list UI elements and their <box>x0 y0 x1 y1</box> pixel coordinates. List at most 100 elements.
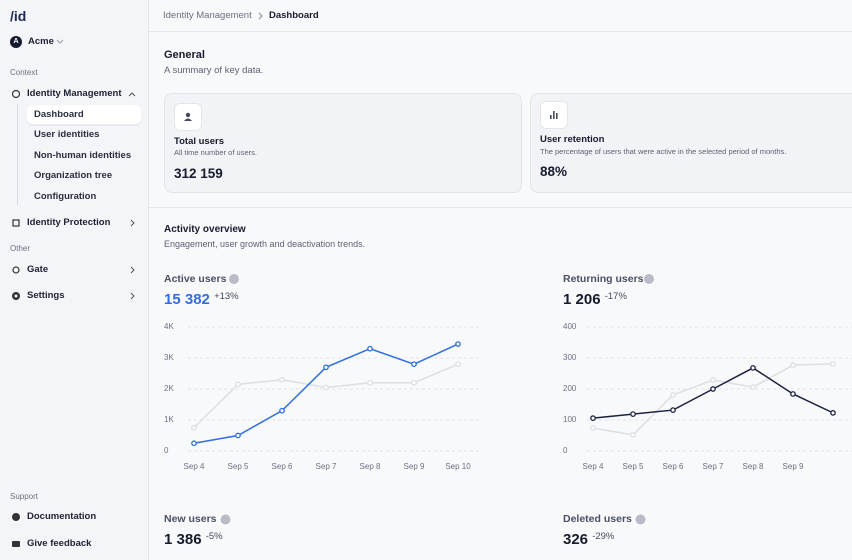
active-item-bg <box>27 105 141 124</box>
y-tick-label: 300 <box>563 353 577 362</box>
icon <box>12 266 20 274</box>
data-point <box>411 379 417 386</box>
data-point <box>323 364 329 371</box>
data-point <box>750 384 756 390</box>
breadcrumb-separator <box>258 12 263 20</box>
data-point <box>235 432 241 439</box>
breadcrumb[interactable]: Identity Management <box>163 10 252 21</box>
section-subtitle: A summary of key data. <box>164 65 264 76</box>
help-icon[interactable] <box>229 274 239 284</box>
data-point <box>367 345 373 352</box>
data-point <box>790 362 796 368</box>
series-line <box>193 363 459 429</box>
data-point <box>670 392 676 398</box>
card-description: All time number of users. <box>174 148 257 157</box>
x-tick-label: Sep 4 <box>184 462 205 471</box>
data-point <box>790 391 796 397</box>
x-tick-label: Sep 7 <box>703 462 724 471</box>
help-icon[interactable] <box>220 514 231 525</box>
headline: 1 206 -17% <box>563 292 627 307</box>
x-tick-label: Sep 7 <box>316 462 337 471</box>
data-point <box>630 432 636 438</box>
nav-item[interactable]: Documentation <box>27 511 97 522</box>
y-tick-label: 100 <box>563 415 577 424</box>
nav-subitem[interactable]: Dashboard <box>34 109 84 120</box>
chevron <box>128 92 136 97</box>
icon <box>12 541 20 547</box>
help-icon[interactable] <box>635 514 646 525</box>
chart-title: Active users <box>164 273 227 285</box>
icon <box>184 112 192 121</box>
headline-value: 1 206 <box>563 291 601 308</box>
metric-title: New users <box>164 513 217 525</box>
card-title: User retention <box>540 134 605 145</box>
x-tick-label: Sep 8 <box>743 462 764 471</box>
nav-subitem[interactable]: Organization tree <box>34 170 113 181</box>
card-title: Total users <box>174 136 224 147</box>
x-tick-label: Sep 8 <box>360 462 381 471</box>
metric-value: 1 386 -5% <box>164 532 223 547</box>
icon-box <box>540 101 568 129</box>
section-label: Context <box>10 68 38 77</box>
x-tick-label: Sep 4 <box>583 462 604 471</box>
chevron <box>130 266 135 274</box>
icon <box>12 513 20 521</box>
data-point <box>670 407 676 413</box>
nav-item[interactable]: Settings <box>27 290 65 301</box>
y-tick-label: 2K <box>164 384 174 393</box>
y-tick-label: 1K <box>164 415 174 424</box>
stat-card <box>530 93 852 193</box>
y-tick-label: 3K <box>164 353 174 362</box>
logo[interactable]: /id <box>10 8 27 24</box>
icon <box>550 111 558 119</box>
y-tick-label: 0 <box>164 446 169 455</box>
chevron <box>130 219 135 227</box>
x-tick-label: Sep 10 <box>445 462 471 471</box>
data-point <box>279 407 285 414</box>
y-tick-label: 400 <box>563 322 577 331</box>
data-point <box>191 440 197 447</box>
nav-subitem[interactable]: User identities <box>34 129 100 140</box>
data-point <box>710 386 716 392</box>
metric-value: 326 -29% <box>563 532 614 547</box>
data-point <box>750 365 756 371</box>
help-icon[interactable] <box>644 274 654 284</box>
y-tick-label: 4K <box>164 322 174 331</box>
nav-item[interactable]: Gate <box>27 264 49 275</box>
nav-subitem[interactable]: Configuration <box>34 191 97 202</box>
metric-change: -5% <box>205 531 223 542</box>
headline-change: +13% <box>214 291 239 302</box>
data-point <box>411 361 417 368</box>
metric-title: Deleted users <box>563 513 632 525</box>
chevron <box>130 292 135 300</box>
data-point <box>191 424 197 431</box>
metric-value-text: 1 386 <box>164 531 202 548</box>
metric-change: -29% <box>592 531 615 542</box>
nav-item[interactable]: Identity Protection <box>27 217 111 228</box>
org-avatar: A <box>10 36 22 48</box>
data-point <box>235 381 241 388</box>
data-point <box>590 425 596 431</box>
sidebar: /id A Acme Context Identity Management D… <box>0 0 149 560</box>
y-tick-label: 0 <box>563 446 568 455</box>
org-name[interactable]: Acme <box>28 36 54 47</box>
data-point <box>590 415 596 421</box>
chevron <box>56 39 64 44</box>
x-tick-label: Sep 6 <box>663 462 684 471</box>
data-point <box>630 411 636 417</box>
series-line <box>592 367 834 419</box>
section-subtitle: Engagement, user growth and deactivation… <box>164 239 366 249</box>
nav-item[interactable]: Give feedback <box>27 538 92 549</box>
nav-item[interactable]: Identity Management <box>27 88 122 99</box>
icon <box>11 89 21 99</box>
x-tick-label: Sep 5 <box>228 462 249 471</box>
x-tick-label: Sep 5 <box>623 462 644 471</box>
icon <box>12 292 20 300</box>
stat-card <box>164 93 522 193</box>
icon <box>12 219 20 227</box>
card-value: 312 159 <box>174 166 223 181</box>
nav-subitem[interactable]: Non-human identities <box>34 150 132 161</box>
tree-line <box>17 104 18 205</box>
